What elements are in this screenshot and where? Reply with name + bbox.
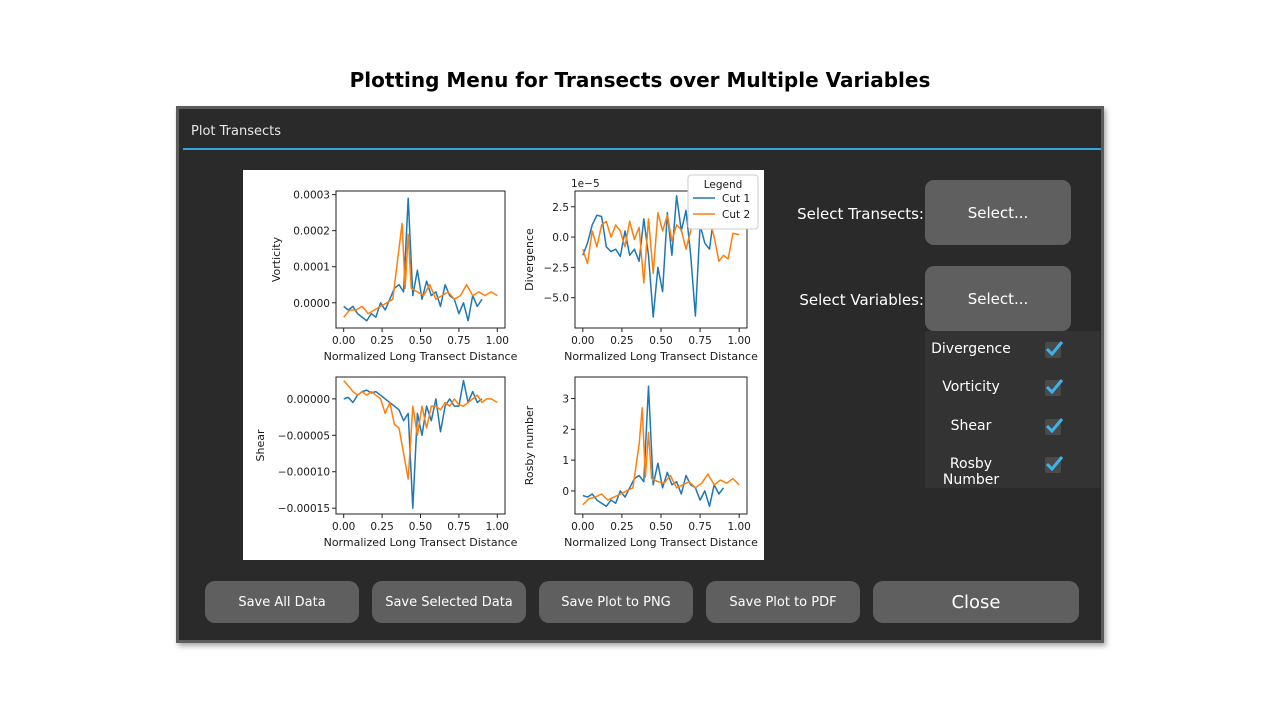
rosby-x-tick-label: 1.00: [727, 521, 750, 533]
rosby-x-tick-label: 0.50: [649, 521, 672, 533]
checkmark-icon: [1045, 456, 1064, 472]
rosby-y-tick-label: 0: [562, 486, 569, 498]
vorticity-series-line-2: [343, 222, 498, 318]
rosby-y-tick-label: 1: [562, 455, 569, 467]
checkmark-icon: [1045, 418, 1064, 434]
vorticity-x-tick-label: 0.75: [447, 335, 470, 347]
rosby-series-line-2: [582, 407, 740, 506]
variable-item-divergence[interactable]: Divergence: [925, 331, 1100, 369]
variable-label: Divergence: [931, 341, 1011, 357]
rosby-axes-frame: [574, 376, 748, 515]
rosby-x-axis-label: Normalized Long Transect Distance: [564, 536, 758, 549]
divergence-y-tick-label: 2.5: [552, 202, 569, 214]
window-title: Plot Transects: [191, 124, 282, 139]
shear-y-tick-label: −0.00005: [278, 430, 330, 442]
divergence-y-tick-label: −2.5: [544, 262, 570, 274]
shear-y-tick-label: 0.00000: [287, 394, 330, 406]
divergence-offset-label: 1e−5: [571, 178, 600, 190]
vorticity-x-tick-label: 1.00: [486, 335, 509, 347]
divergence-x-tick-label: 0.50: [649, 335, 672, 347]
legend-entry-2: Cut 2: [722, 209, 750, 221]
close-button[interactable]: Close: [873, 581, 1079, 623]
shear-y-axis-label: Shear: [254, 429, 267, 461]
rosby-x-tick-label: 0.25: [610, 521, 633, 533]
rosby-x-tick-label: 0.00: [571, 521, 594, 533]
rosby-y-axis-label: Rosby number: [523, 405, 536, 485]
shear-checkbox[interactable]: [1045, 418, 1064, 435]
divergence-checkbox[interactable]: [1045, 341, 1064, 358]
shear-series-line-1: [343, 379, 483, 509]
titlebar-accent-line: [183, 148, 1101, 150]
window-titlebar: Plot Transects: [179, 109, 1101, 149]
vorticity-y-tick-label: 0.0000: [293, 298, 330, 310]
checkmark-icon: [1045, 341, 1064, 357]
vorticity-series-line-1: [343, 197, 483, 322]
variable-item-rosby-number[interactable]: Rosby Number: [925, 446, 1100, 488]
vorticity-y-tick-label: 0.0002: [293, 226, 330, 238]
rosby-x-tick-label: 0.75: [688, 521, 711, 533]
divergence-series-line-1: [582, 195, 715, 318]
shear-x-tick-label: 0.00: [332, 521, 355, 533]
divergence-x-tick-label: 0.25: [610, 335, 633, 347]
figure-caption: Plotting Menu for Transects over Multipl…: [349, 68, 931, 92]
divergence-x-tick-label: 0.00: [571, 335, 594, 347]
save-plot-png-button[interactable]: Save Plot to PNG: [539, 581, 693, 623]
select-variables-label: Select Variables:: [799, 291, 924, 309]
variable-label: Shear: [950, 418, 992, 434]
checkmark-icon: [1045, 379, 1064, 395]
select-transects-button[interactable]: Select...: [925, 180, 1071, 245]
rosby-y-tick-label: 2: [562, 424, 569, 436]
vorticity-x-axis-label: Normalized Long Transect Distance: [324, 350, 518, 363]
save-plot-pdf-button[interactable]: Save Plot to PDF: [706, 581, 860, 623]
vorticity-y-axis-label: Vorticity: [270, 236, 283, 282]
divergence-y-tick-label: −5.0: [544, 293, 570, 305]
legend-title: Legend: [704, 179, 743, 191]
vorticity-x-tick-label: 0.50: [409, 335, 432, 347]
shear-x-tick-label: 0.75: [447, 521, 470, 533]
variable-item-vorticity[interactable]: Vorticity: [925, 369, 1100, 407]
divergence-x-tick-label: 1.00: [727, 335, 750, 347]
vorticity-y-tick-label: 0.0003: [293, 190, 330, 202]
select-transects-label: Select Transects:: [797, 205, 924, 223]
plot-transects-window: Plot Transects 0.00 0.25 0.50 0.75 1.00 0.000…: [176, 106, 1104, 643]
save-all-data-button[interactable]: Save All Data: [205, 581, 359, 623]
legend-entry-1: Cut 1: [722, 193, 750, 205]
shear-x-tick-label: 0.25: [370, 521, 393, 533]
transect-chart: 0.00 0.25 0.50 0.75 1.000.00000.00010.00020.…: [254, 174, 759, 549]
shear-y-tick-label: −0.00015: [278, 503, 330, 515]
shear-x-tick-label: 0.50: [409, 521, 432, 533]
rosby-y-tick-label: 3: [562, 394, 569, 406]
vorticity-x-tick-label: 0.25: [370, 335, 393, 347]
divergence-x-axis-label: Normalized Long Transect Distance: [564, 350, 758, 363]
variable-label: Rosby Number: [942, 456, 1000, 488]
vorticity-y-tick-label: 0.0001: [293, 262, 330, 274]
variable-checklist: Divergence Vorticity Shear Rosby Number: [925, 331, 1100, 488]
vorticity-x-tick-label: 0.00: [332, 335, 355, 347]
divergence-y-tick-label: 0.0: [552, 232, 569, 244]
shear-x-axis-label: Normalized Long Transect Distance: [324, 536, 518, 549]
rosby-number-checkbox[interactable]: [1045, 456, 1064, 473]
shear-y-tick-label: −0.00010: [278, 467, 330, 479]
rosby-series-line-1: [582, 385, 725, 508]
transect-plot-canvas: 0.00 0.25 0.50 0.75 1.00 0.0000 0.0001 0.0002 0.…: [243, 170, 764, 560]
shear-series-line-2: [343, 380, 498, 480]
shear-x-tick-label: 1.00: [486, 521, 509, 533]
divergence-x-tick-label: 0.75: [688, 335, 711, 347]
variable-item-shear[interactable]: Shear: [925, 408, 1100, 446]
vorticity-checkbox[interactable]: [1045, 379, 1064, 396]
legend-box: [687, 174, 759, 230]
variable-label: Vorticity: [942, 379, 1000, 395]
divergence-y-axis-label: Divergence: [523, 228, 536, 291]
save-selected-data-button[interactable]: Save Selected Data: [372, 581, 526, 623]
select-variables-button[interactable]: Select...: [925, 266, 1071, 331]
